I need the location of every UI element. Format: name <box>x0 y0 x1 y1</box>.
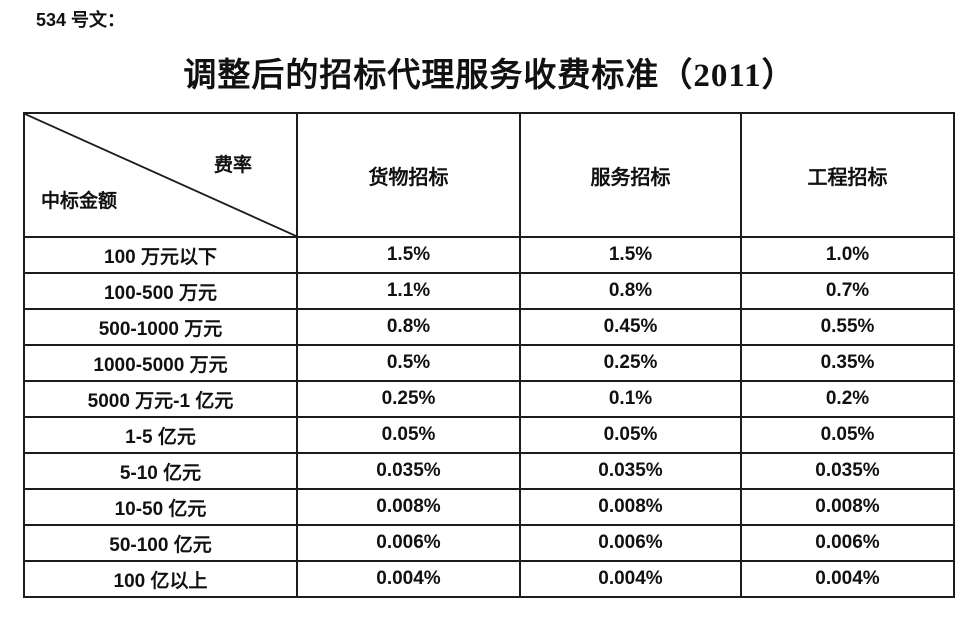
rate-value: 0.45% <box>519 308 742 346</box>
rate-value: 0.035% <box>296 452 521 490</box>
rate-value: 1.1% <box>296 272 521 310</box>
diagonal-corner-cell: 费率 中标金额 <box>23 112 298 238</box>
fee-table-body: 100 万元以下 1.5% 1.5% 1.0% 100-500 万元 1.1% 0.8% 0.… <box>23 236 955 598</box>
document-ref-label: 534 号文： <box>36 10 126 30</box>
table-row: 5-10 亿元 0.035% 0.035% 0.035% <box>23 452 955 490</box>
rate-value: 0.05% <box>519 416 742 454</box>
rate-value: 0.05% <box>296 416 521 454</box>
table-row: 50-100 亿元 0.006% 0.006% 0.006% <box>23 524 955 562</box>
rate-value: 0.006% <box>296 524 521 562</box>
column-header-engineering-tender: 工程招标 <box>740 112 955 238</box>
rate-value: 0.2% <box>740 380 955 418</box>
row-label-bid-amount-range: 100-500 万元 <box>23 272 298 310</box>
row-label-bid-amount-range: 500-1000 万元 <box>23 308 298 346</box>
rate-value: 0.004% <box>740 560 955 598</box>
table-row: 1-5 亿元 0.05% 0.05% 0.05% <box>23 416 955 454</box>
row-label-bid-amount-range: 1000-5000 万元 <box>23 344 298 382</box>
rate-value: 0.004% <box>519 560 742 598</box>
rate-value: 0.35% <box>740 344 955 382</box>
fee-rate-table: 费率 中标金额 货物招标 服务招标 工程招标 100 万元以下 1.5% 1.5% 1… <box>23 112 955 598</box>
row-label-bid-amount-range: 10-50 亿元 <box>23 488 298 526</box>
table-row: 1000-5000 万元 0.5% 0.25% 0.35% <box>23 344 955 382</box>
rate-value: 0.55% <box>740 308 955 346</box>
row-label-bid-amount-range: 5-10 亿元 <box>23 452 298 490</box>
rate-value: 0.25% <box>519 344 742 382</box>
diagonal-line <box>25 114 296 236</box>
table-header-row: 费率 中标金额 货物招标 服务招标 工程招标 <box>23 112 955 238</box>
corner-label-rate: 费率 <box>213 155 252 176</box>
table-row: 100-500 万元 1.1% 0.8% 0.7% <box>23 272 955 310</box>
rate-value: 0.1% <box>519 380 742 418</box>
rate-value: 0.035% <box>519 452 742 490</box>
rate-value: 0.006% <box>740 524 955 562</box>
table-row: 100 万元以下 1.5% 1.5% 1.0% <box>23 236 955 274</box>
row-label-bid-amount-range: 100 万元以下 <box>23 236 298 274</box>
rate-value: 0.7% <box>740 272 955 310</box>
rate-value: 0.5% <box>296 344 521 382</box>
row-label-bid-amount-range: 100 亿以上 <box>23 560 298 598</box>
rate-value: 0.008% <box>519 488 742 526</box>
rate-value: 0.05% <box>740 416 955 454</box>
page-title: 调整后的招标代理服务收费标准（2011） <box>183 58 796 94</box>
rate-value: 0.8% <box>519 272 742 310</box>
rate-value: 0.006% <box>519 524 742 562</box>
rate-value: 1.5% <box>296 236 521 274</box>
rate-value: 0.008% <box>740 488 955 526</box>
table-row: 10-50 亿元 0.008% 0.008% 0.008% <box>23 488 955 526</box>
corner-label-bid-amount: 中标金额 <box>41 191 118 212</box>
rate-value: 0.008% <box>296 488 521 526</box>
table-row: 500-1000 万元 0.8% 0.45% 0.55% <box>23 308 955 346</box>
rate-value: 0.035% <box>740 452 955 490</box>
table-row: 100 亿以上 0.004% 0.004% 0.004% <box>23 560 955 598</box>
rate-value: 0.004% <box>296 560 521 598</box>
row-label-bid-amount-range: 5000 万元-1 亿元 <box>23 380 298 418</box>
rate-value: 0.25% <box>296 380 521 418</box>
column-header-service-tender: 服务招标 <box>519 112 742 238</box>
table-row: 5000 万元-1 亿元 0.25% 0.1% 0.2% <box>23 380 955 418</box>
rate-value: 1.0% <box>740 236 955 274</box>
row-label-bid-amount-range: 1-5 亿元 <box>23 416 298 454</box>
row-label-bid-amount-range: 50-100 亿元 <box>23 524 298 562</box>
rate-value: 1.5% <box>519 236 742 274</box>
rate-value: 0.8% <box>296 308 521 346</box>
column-header-goods-tender: 货物招标 <box>296 112 521 238</box>
